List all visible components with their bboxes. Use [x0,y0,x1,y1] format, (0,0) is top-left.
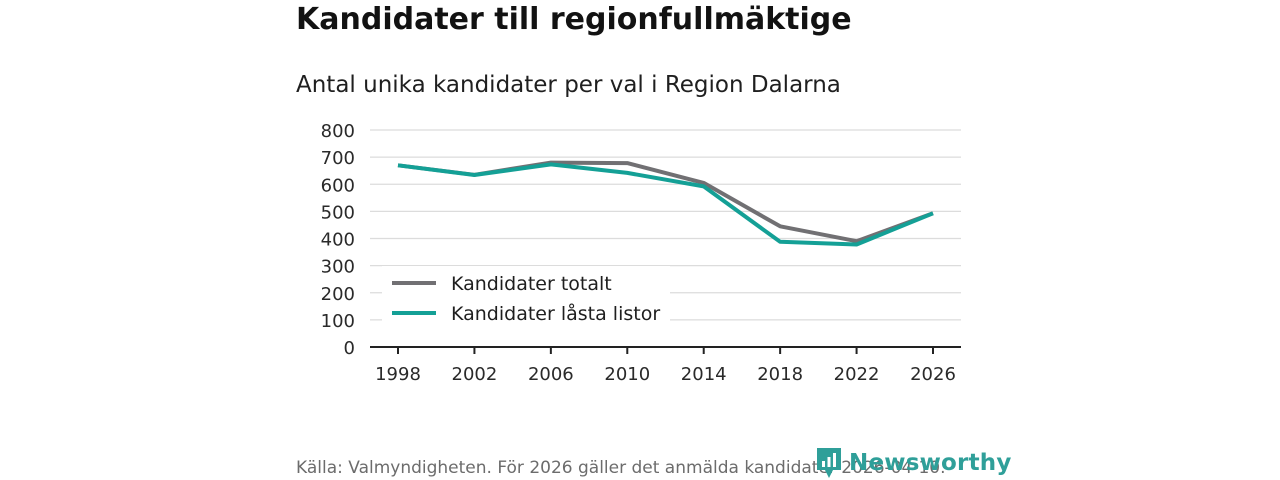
x-tick-label: 2022 [834,364,880,385]
x-tick-label: 2018 [757,364,803,385]
y-tick-label: 100 [321,311,355,332]
x-tick-label: 1998 [375,364,421,385]
brand-logo: Newsworthy [815,446,1012,480]
y-tick-label: 600 [321,175,355,196]
legend-label: Kandidater totalt [451,273,612,295]
x-tick-label: 2026 [910,364,956,385]
x-tick-label: 2006 [528,364,574,385]
y-tick-label: 500 [321,202,355,223]
y-axis-ticks: 0 100 200 300 400 500 600 700 800 [321,121,355,359]
x-tick-label: 2002 [452,364,498,385]
y-tick-label: 400 [321,230,355,251]
y-tick-label: 700 [321,148,355,169]
line-chart: 0 100 200 300 400 500 600 700 800 1998 2002 2006 20… [0,0,1280,440]
x-tick-label: 2010 [604,364,650,385]
y-tick-label: 0 [344,338,355,359]
x-tick-label: 2014 [681,364,727,385]
x-axis-ticks: 1998 2002 2006 2010 2014 2018 2022 2026 [375,347,956,385]
brand-name: Newsworthy [849,450,1012,476]
series-line-locked [398,164,933,244]
series-lines [398,163,933,245]
newsworthy-logo-icon [815,446,843,480]
y-tick-label: 300 [321,257,355,278]
legend-label: Kandidater låsta listor [451,302,660,325]
y-tick-label: 800 [321,121,355,142]
legend: Kandidater totalt Kandidater låsta listor [382,266,670,330]
y-tick-label: 200 [321,284,355,305]
